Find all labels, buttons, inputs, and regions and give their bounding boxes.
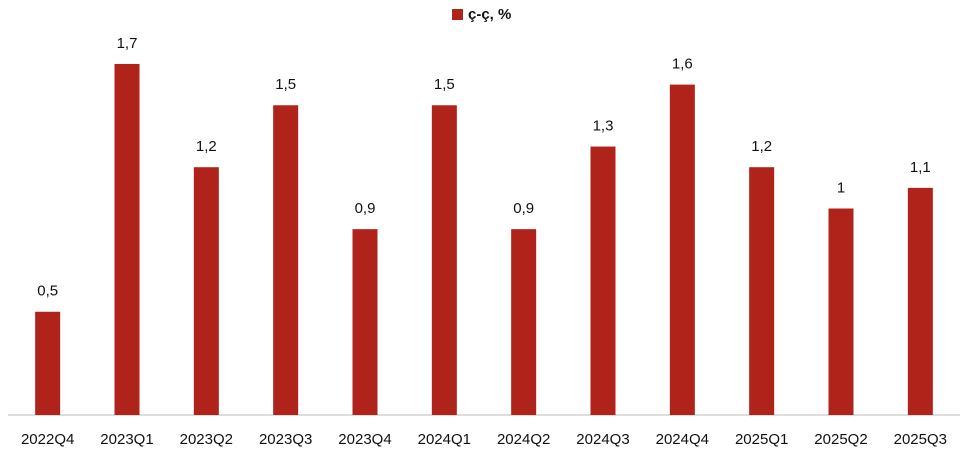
value-label: 1 xyxy=(837,179,845,196)
value-label: 1,2 xyxy=(751,138,772,155)
value-label: 1,5 xyxy=(434,76,455,93)
x-tick-label: 2022Q4 xyxy=(21,431,74,448)
x-tick-label: 2025Q3 xyxy=(894,431,947,448)
bar xyxy=(114,63,140,415)
x-tick-label: 2023Q1 xyxy=(100,431,153,448)
bar xyxy=(511,229,537,415)
bar xyxy=(749,167,775,415)
value-label: 0,5 xyxy=(37,283,58,300)
value-label: 0,9 xyxy=(355,200,376,217)
value-label: 1,3 xyxy=(593,118,614,135)
bar xyxy=(193,167,219,415)
x-tick-label: 2023Q2 xyxy=(180,431,233,448)
x-tick-label: 2024Q3 xyxy=(576,431,629,448)
x-tick-label: 2024Q2 xyxy=(497,431,550,448)
bar xyxy=(352,229,378,415)
value-label: 1,7 xyxy=(117,35,138,52)
legend-label: ç-ç, % xyxy=(468,6,511,23)
x-tick-label: 2024Q4 xyxy=(656,431,709,448)
value-label: 0,9 xyxy=(513,200,534,217)
bar xyxy=(590,146,616,416)
bar xyxy=(669,84,695,415)
x-tick-label: 2023Q4 xyxy=(338,431,391,448)
value-label: 1,6 xyxy=(672,56,693,73)
bar xyxy=(828,208,854,415)
x-tick-label: 2024Q1 xyxy=(418,431,471,448)
value-label: 1,5 xyxy=(275,76,296,93)
x-tick-label: 2023Q3 xyxy=(259,431,312,448)
bar xyxy=(35,311,61,415)
x-tick-label: 2025Q2 xyxy=(814,431,867,448)
x-tick-label: 2025Q1 xyxy=(735,431,788,448)
bar xyxy=(273,105,299,415)
bar xyxy=(907,187,933,415)
value-label: 1,1 xyxy=(910,159,931,176)
legend-swatch xyxy=(452,9,463,20)
value-label: 1,2 xyxy=(196,138,217,155)
bar xyxy=(431,105,457,415)
